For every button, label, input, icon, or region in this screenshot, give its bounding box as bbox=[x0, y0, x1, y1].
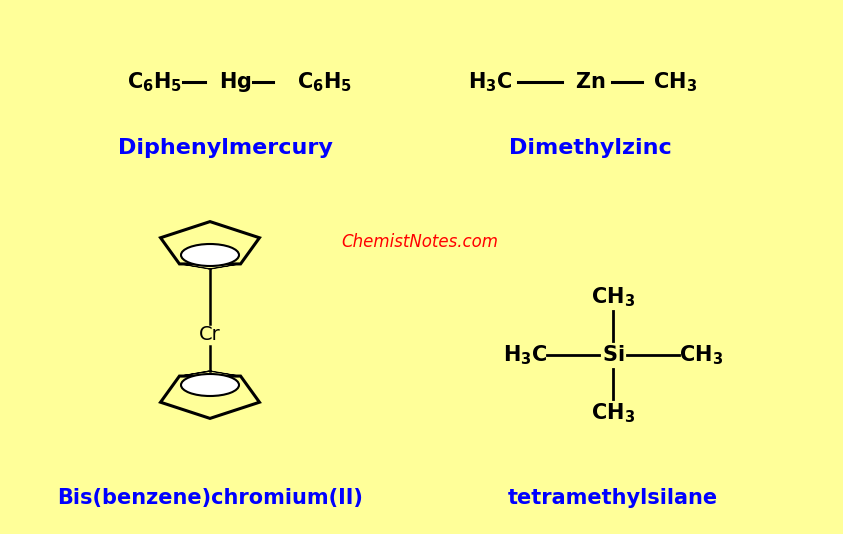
Ellipse shape bbox=[181, 244, 239, 266]
Text: $\mathbf{Zn}$: $\mathbf{Zn}$ bbox=[575, 72, 605, 92]
Text: Dimethylzinc: Dimethylzinc bbox=[508, 138, 671, 158]
Text: ChemistNotes.com: ChemistNotes.com bbox=[341, 233, 498, 251]
Text: $\mathbf{C_6H_5}$: $\mathbf{C_6H_5}$ bbox=[127, 70, 183, 94]
Text: $\mathbf{Si}$: $\mathbf{Si}$ bbox=[602, 345, 624, 365]
Polygon shape bbox=[180, 264, 212, 269]
Polygon shape bbox=[180, 371, 212, 376]
Ellipse shape bbox=[181, 374, 239, 396]
Text: Diphenylmercury: Diphenylmercury bbox=[117, 138, 332, 158]
Text: $\mathbf{C_6H_5}$: $\mathbf{C_6H_5}$ bbox=[298, 70, 352, 94]
Text: $\mathbf{Hg}$: $\mathbf{Hg}$ bbox=[218, 70, 251, 94]
Text: $\mathbf{H_3C}$: $\mathbf{H_3C}$ bbox=[502, 343, 547, 367]
Polygon shape bbox=[160, 222, 260, 264]
Polygon shape bbox=[208, 264, 240, 269]
Text: $\mathbf{CH_3}$: $\mathbf{CH_3}$ bbox=[591, 401, 635, 425]
Polygon shape bbox=[160, 376, 260, 419]
Text: Cr: Cr bbox=[199, 326, 221, 344]
Text: $\mathbf{CH_3}$: $\mathbf{CH_3}$ bbox=[591, 285, 635, 309]
Text: $\mathbf{CH_3}$: $\mathbf{CH_3}$ bbox=[653, 70, 697, 94]
Text: Bis(benzene)chromium(II): Bis(benzene)chromium(II) bbox=[57, 488, 363, 508]
Text: $\mathbf{CH_3}$: $\mathbf{CH_3}$ bbox=[679, 343, 723, 367]
Text: $\mathbf{H_3C}$: $\mathbf{H_3C}$ bbox=[468, 70, 513, 94]
Text: tetramethylsilane: tetramethylsilane bbox=[508, 488, 718, 508]
Polygon shape bbox=[208, 371, 240, 376]
